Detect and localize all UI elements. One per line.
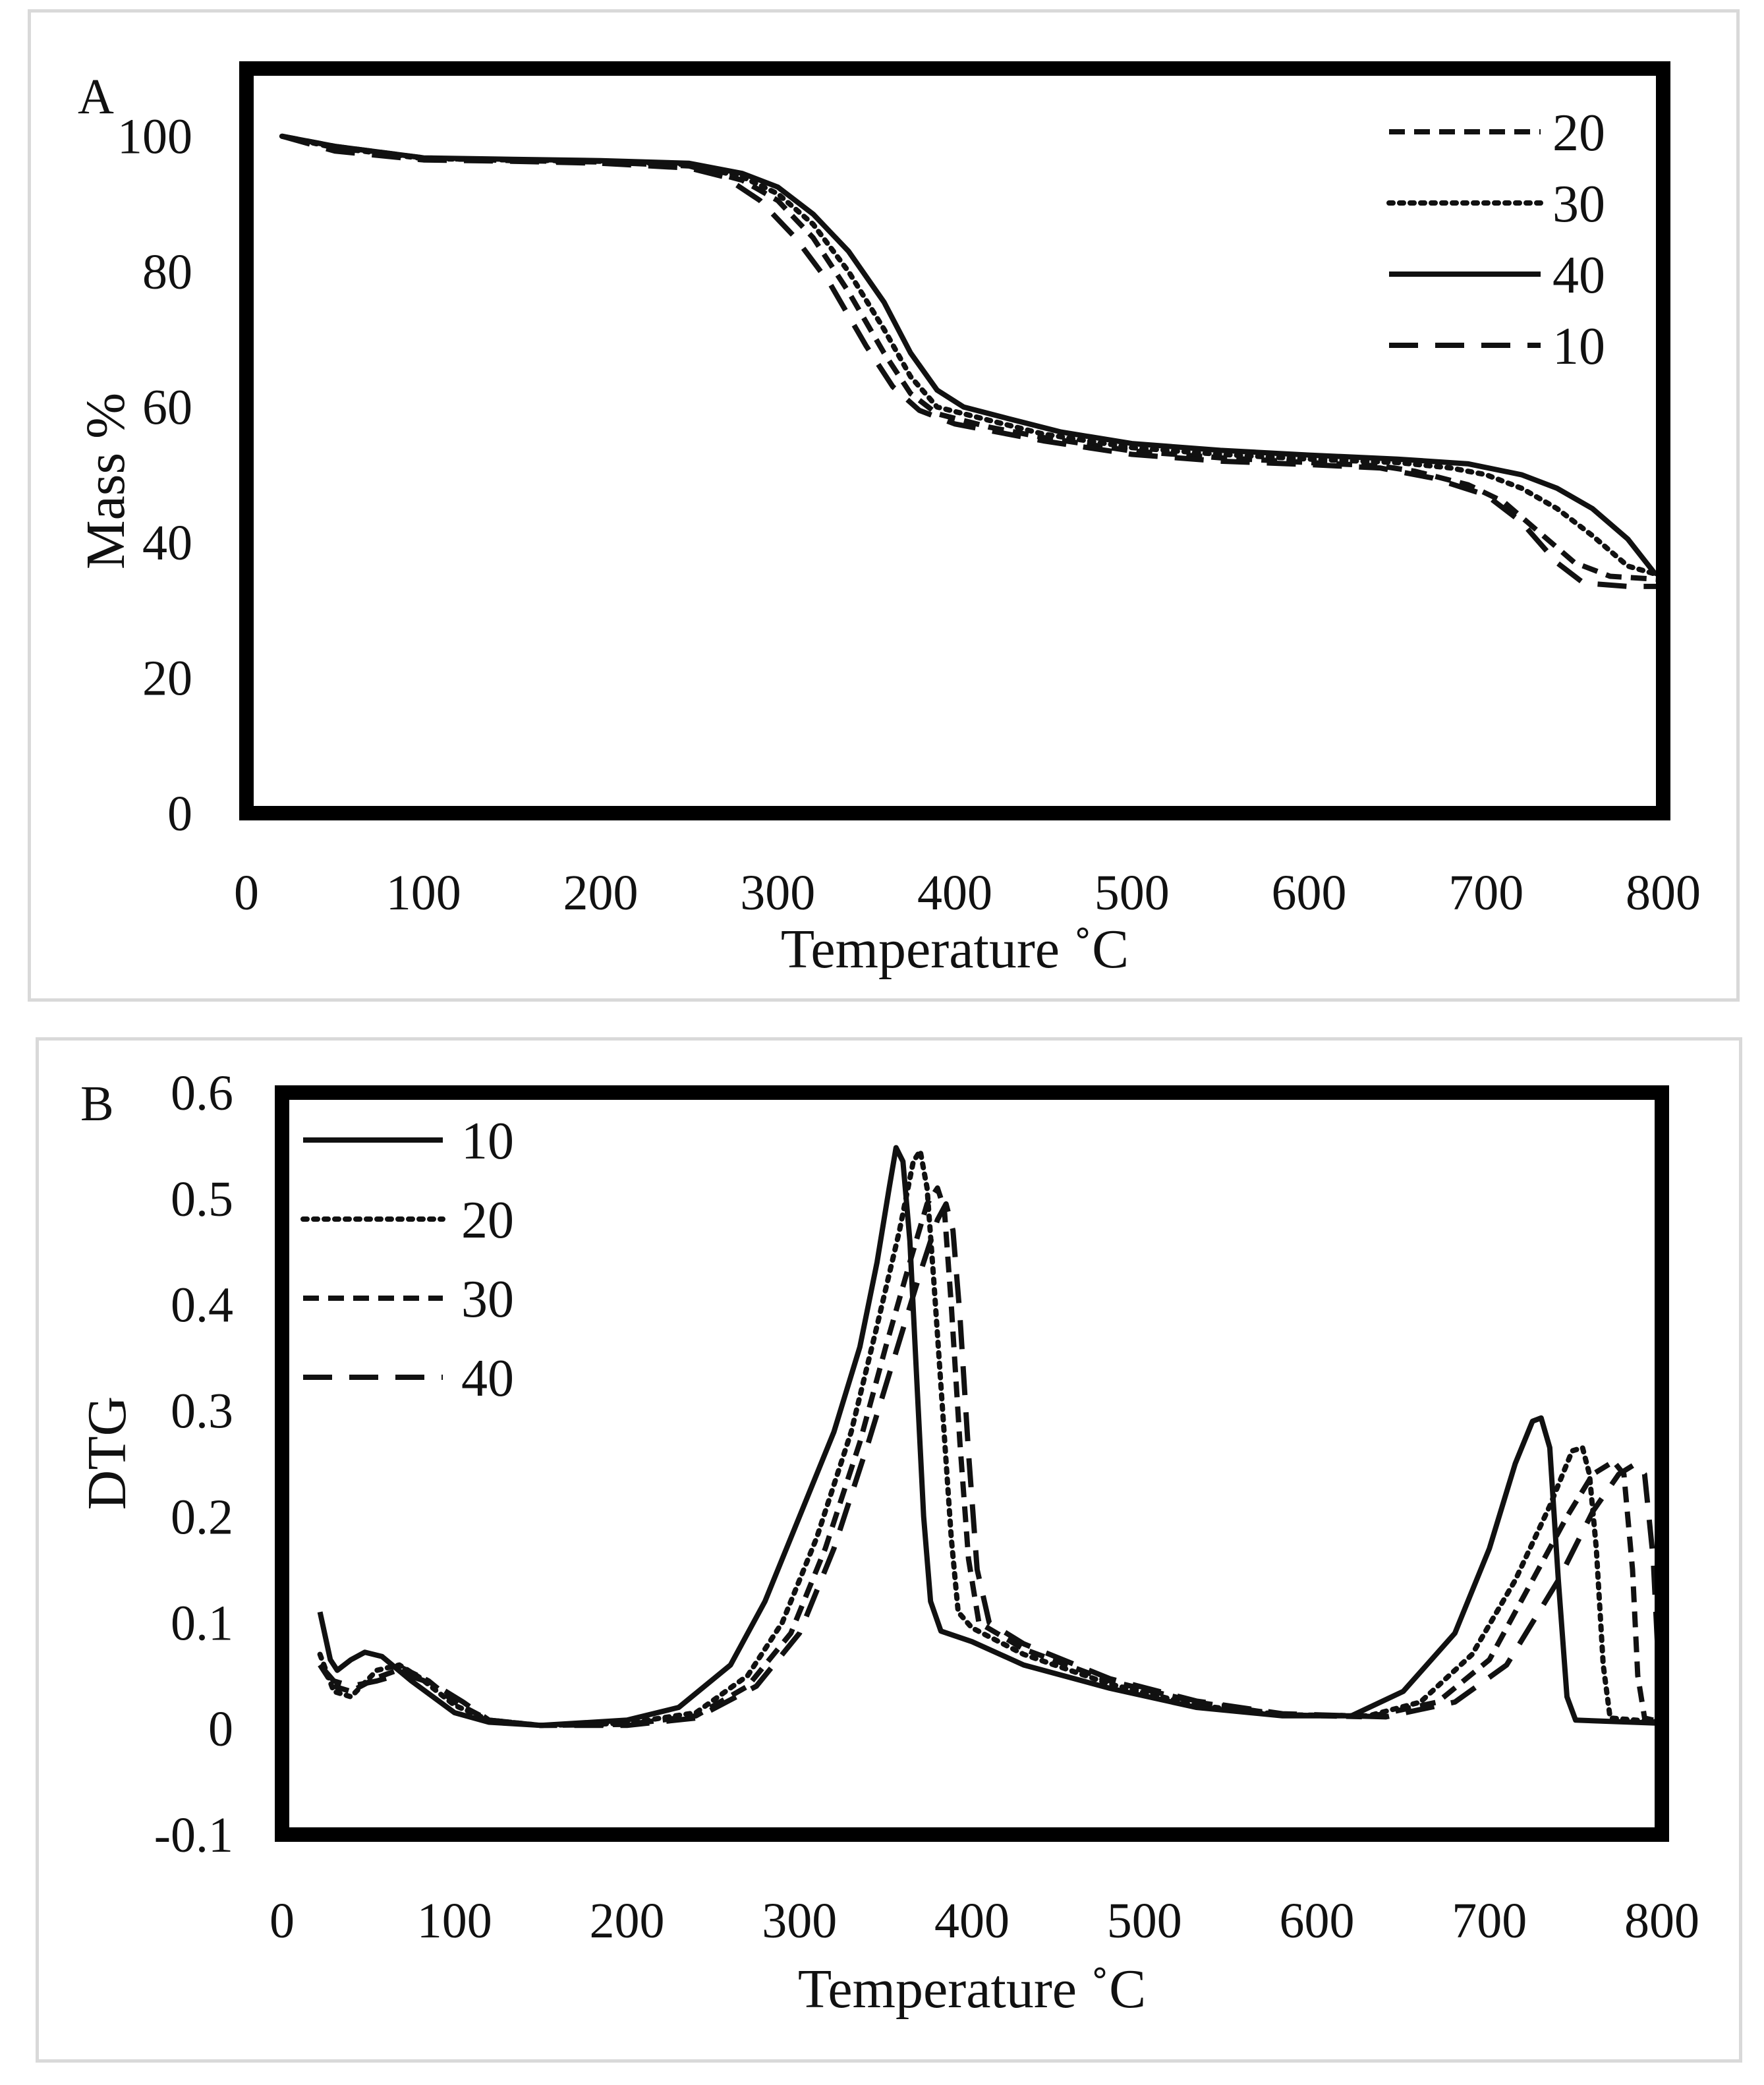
x-axis-title: Temperature ˚C: [798, 1958, 1146, 2020]
series-line-10: [281, 133, 1663, 589]
legend-label-10: 10: [1552, 318, 1605, 376]
x-tick-label: 300: [762, 1893, 837, 1949]
x-tick-label: 400: [934, 1893, 1010, 1949]
x-tick-label: 500: [1095, 865, 1170, 921]
y-tick-label: 40: [142, 515, 192, 571]
x-tick-label: 100: [386, 865, 461, 921]
y-tick-label: 0.6: [171, 1066, 233, 1121]
plot-area-frame: [239, 61, 1670, 820]
y-tick-label: 0.2: [171, 1489, 233, 1545]
x-tick-label: 600: [1272, 865, 1347, 921]
x-tick-label: 500: [1107, 1893, 1182, 1949]
series-line-40: [318, 1201, 1662, 1728]
y-tick-label: 100: [117, 109, 192, 165]
panel-a-letter: A: [78, 69, 114, 125]
legend-label-40: 40: [461, 1350, 514, 1408]
legend-label-20: 20: [1552, 104, 1605, 162]
y-tick-label: 0.4: [171, 1278, 233, 1333]
x-tick-label: 200: [563, 865, 639, 921]
x-tick-label: 800: [1626, 865, 1701, 921]
x-tick-label: 700: [1452, 1893, 1527, 1949]
y-tick-label: 0: [167, 786, 192, 842]
y-tick-label: 0: [208, 1701, 233, 1757]
series-line-40: [281, 133, 1663, 579]
y-tick-label: 0.3: [171, 1384, 233, 1439]
x-tick-label: 200: [590, 1893, 665, 1949]
plot-area-frame: [275, 1085, 1669, 1842]
x-tick-label: 0: [234, 865, 259, 921]
series-line-10: [317, 1145, 1662, 1728]
x-tick-label: 400: [917, 865, 992, 921]
panel-b-frame: [36, 1037, 1742, 2063]
x-tick-label: 600: [1280, 1893, 1355, 1949]
panel-a-chart: A 0 20 40 60 80 100 0 100 200 300 400 500 600 700 800 T…: [75, 61, 1701, 980]
y-tick-label: 80: [142, 244, 192, 300]
x-tick-label: 100: [417, 1893, 492, 1949]
legend-label-30: 30: [461, 1271, 514, 1328]
y-tick-label: -0.1: [154, 1808, 233, 1863]
legend-label-10: 10: [461, 1112, 514, 1170]
legend-label-30: 30: [1552, 175, 1605, 233]
x-tick-label: 800: [1624, 1893, 1699, 1949]
x-tick-label: 300: [740, 865, 815, 921]
y-tick-label: 60: [142, 380, 192, 436]
x-tick-label: 700: [1448, 865, 1523, 921]
legend-label-40: 40: [1552, 246, 1605, 304]
y-axis-title: Mass %: [75, 393, 136, 569]
y-tick-label: 0.1: [171, 1595, 233, 1651]
y-tick-label: 0.5: [171, 1172, 233, 1227]
y-axis-title: DTG: [76, 1396, 138, 1510]
panel-b-chart: B -0.1 0 0.1 0.2 0.3 0.4 0.5 0.6 0 100 200 300 400 50…: [76, 1066, 1699, 2020]
y-tick-label: 20: [142, 651, 192, 706]
panel-a-frame: [28, 9, 1740, 1002]
series-line-30: [318, 1185, 1662, 1728]
legend-label-20: 20: [461, 1191, 514, 1249]
series-line-20: [317, 1148, 1662, 1728]
panel-b-letter: B: [80, 1076, 114, 1131]
x-tick-label: 0: [270, 1893, 295, 1949]
x-axis-title: Temperature ˚C: [781, 919, 1129, 980]
